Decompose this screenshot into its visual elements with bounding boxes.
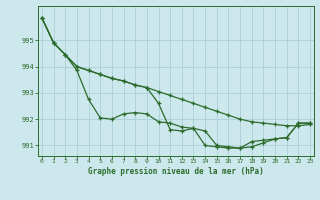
X-axis label: Graphe pression niveau de la mer (hPa): Graphe pression niveau de la mer (hPa) (88, 167, 264, 176)
